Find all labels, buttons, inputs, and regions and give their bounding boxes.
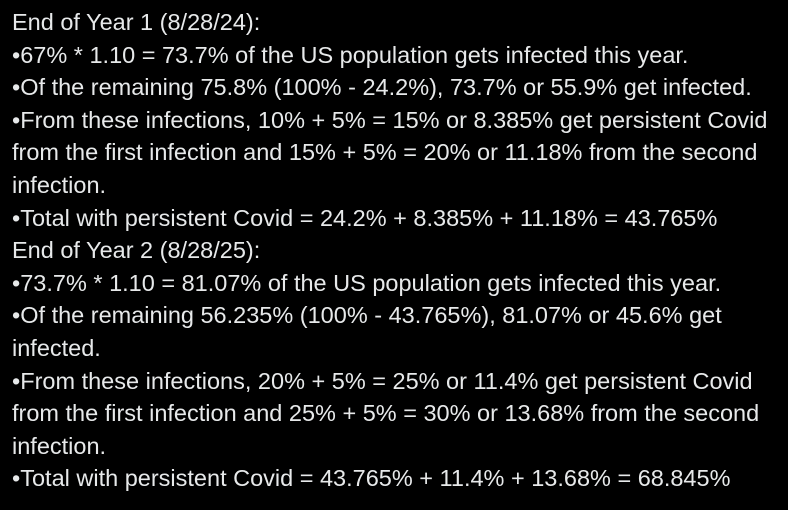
text-line-bullet: •67% * 1.10 = 73.7% of the US population… bbox=[12, 41, 689, 68]
text-line-bullet: •Total with persistent Covid = 24.2% + 8… bbox=[12, 204, 718, 231]
text-line-bullet-continuation: from the first infection and 15% + 5% = … bbox=[12, 139, 758, 166]
text-line-bullet: •Total with persistent Covid = 43.765% +… bbox=[12, 465, 731, 492]
text-line-bullet: •From these infections, 10% + 5% = 15% o… bbox=[12, 106, 768, 133]
text-line-bullet: •Of the remaining 75.8% (100% - 24.2%), … bbox=[12, 74, 752, 101]
text-line-bullet-continuation: infection. bbox=[12, 432, 107, 459]
text-line-bullet-continuation: infected. bbox=[12, 334, 101, 361]
text-line-bullet-continuation: infection. bbox=[12, 171, 107, 198]
text-line-bullet-continuation: from the first infection and 25% + 5% = … bbox=[12, 400, 760, 427]
text-line-bullet: •From these infections, 20% + 5% = 25% o… bbox=[12, 367, 753, 394]
text-line-heading: End of Year 1 (8/28/24): bbox=[12, 9, 261, 35]
text-line-heading: End of Year 2 (8/28/25): bbox=[12, 237, 261, 264]
text-line-bullet: •73.7% * 1.10 = 81.07% of the US populat… bbox=[12, 269, 722, 296]
text-line-bullet: •Of the remaining 56.235% (100% - 43.765… bbox=[12, 302, 722, 329]
